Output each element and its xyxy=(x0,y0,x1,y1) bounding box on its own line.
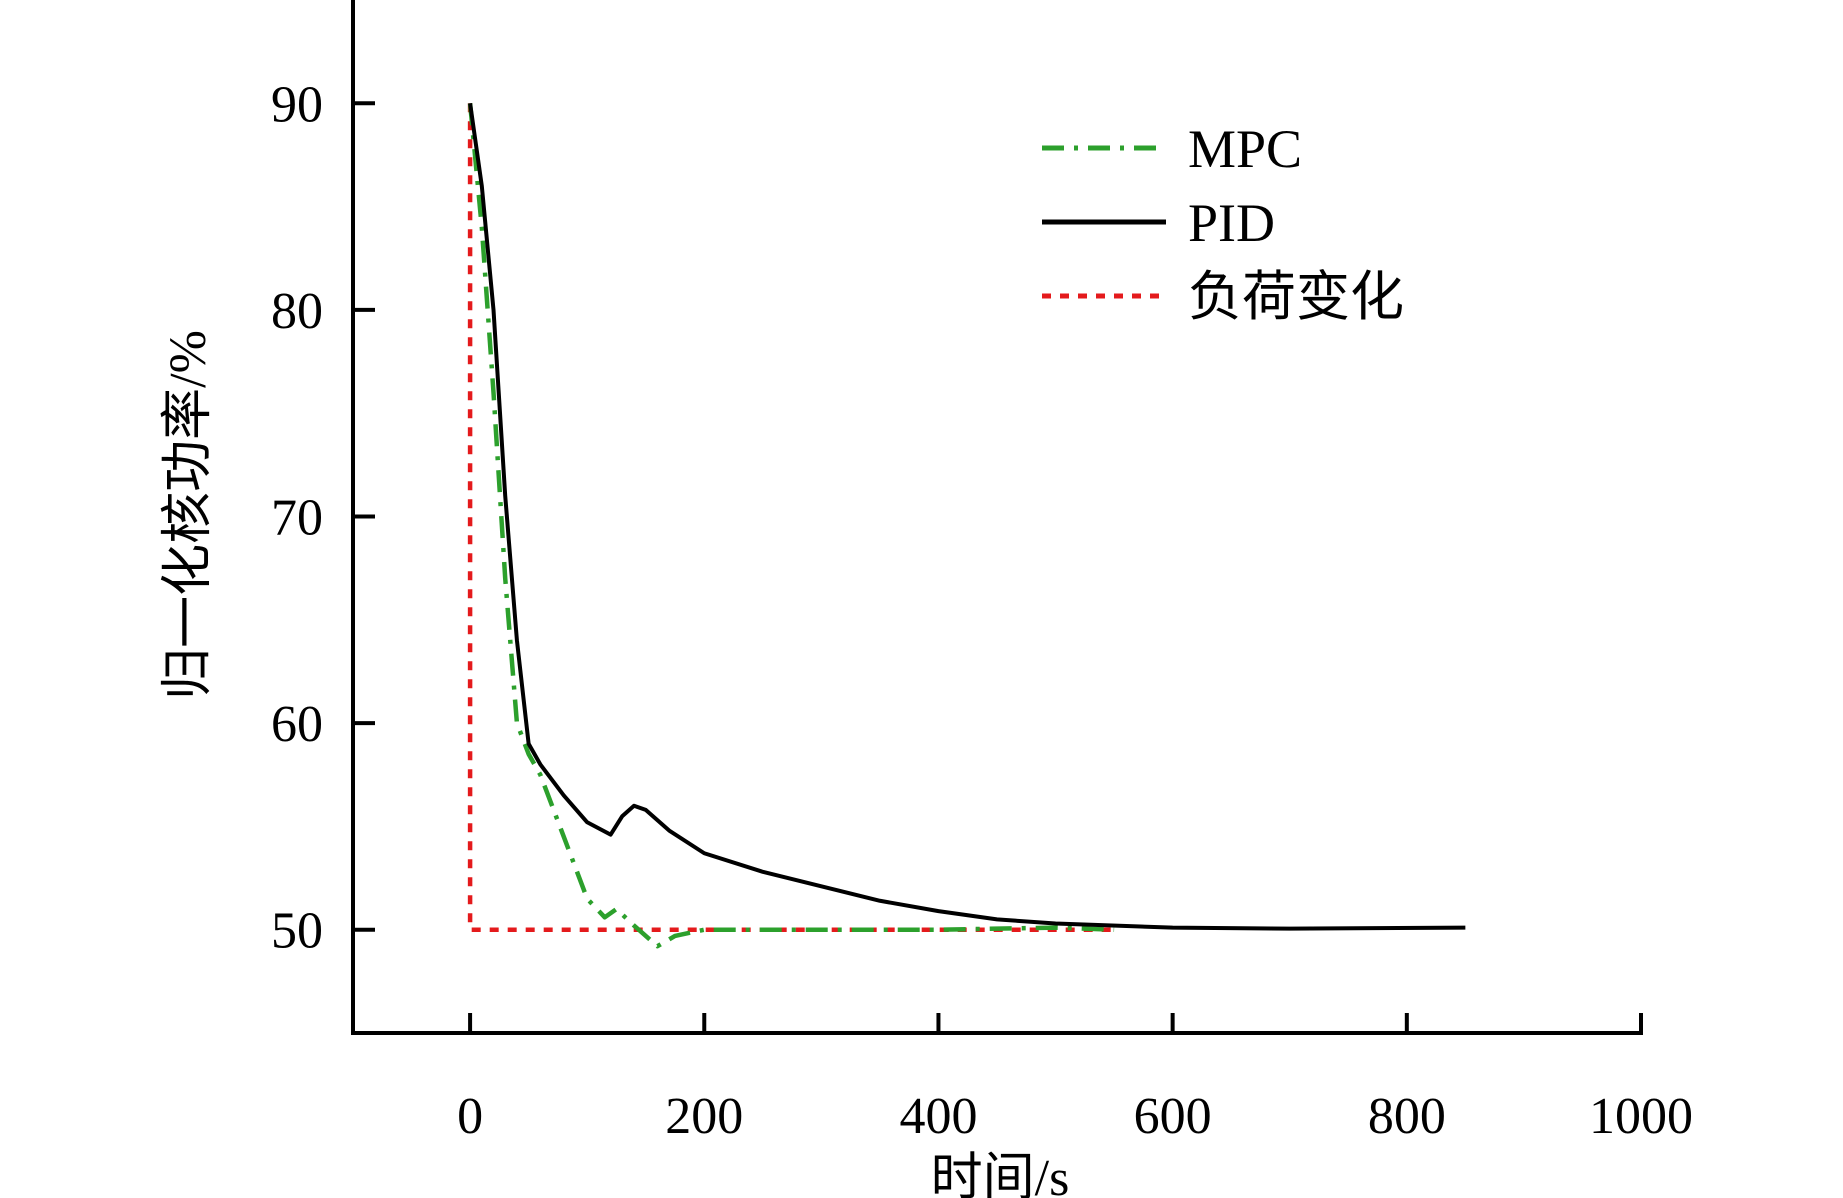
x-axis-label: 时间/s xyxy=(931,1150,1070,1198)
x-tick-label: 200 xyxy=(665,1088,743,1145)
y-tick-label: 80 xyxy=(271,283,323,340)
y-tick-label: 50 xyxy=(271,903,323,960)
y-tick-label: 60 xyxy=(271,696,323,753)
y-axis-label: 归一化核功率/% xyxy=(160,330,217,700)
legend-label: MPC xyxy=(1188,119,1302,179)
y-tick-label: 70 xyxy=(271,490,323,547)
legend-label: PID xyxy=(1188,193,1275,253)
axes xyxy=(351,0,1643,1035)
legend: MPC PID 负荷变化 xyxy=(1042,119,1404,327)
x-tick-label: 400 xyxy=(899,1088,977,1145)
x-tick-label: 0 xyxy=(457,1088,483,1145)
legend-label: 负荷变化 xyxy=(1188,267,1404,327)
x-tick-label: 1000 xyxy=(1589,1088,1693,1145)
series-line-dotted xyxy=(467,103,1115,932)
y-tick-label: 90 xyxy=(271,76,323,133)
x-tick-label: 800 xyxy=(1368,1088,1446,1145)
series-line-dashdot xyxy=(467,103,1115,949)
series-line-solid xyxy=(468,103,1466,931)
x-tick-label: 600 xyxy=(1134,1088,1212,1145)
